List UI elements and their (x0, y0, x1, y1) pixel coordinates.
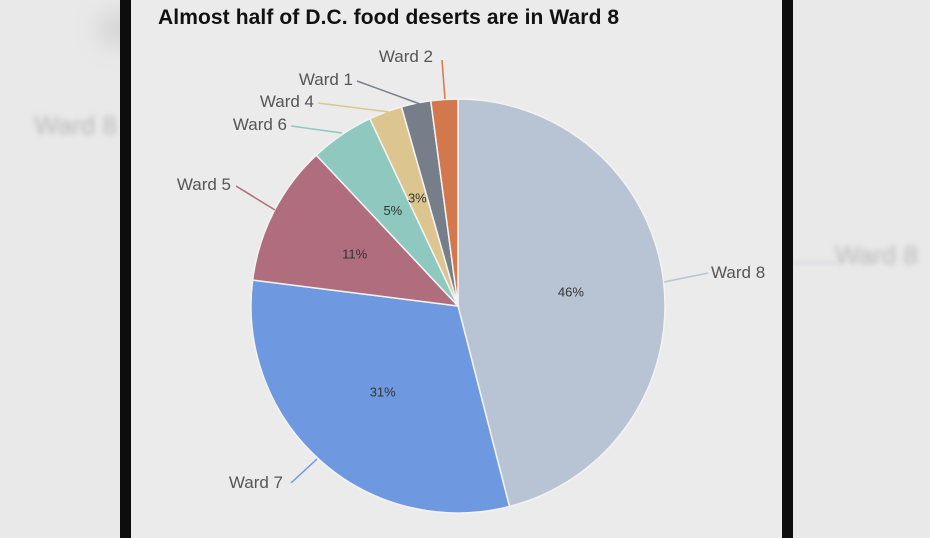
leader-line-ward-7 (290, 458, 318, 484)
leader-line-ward-2 (441, 59, 446, 100)
leader-line-ward-8 (663, 272, 709, 283)
chart-card: Almost half of D.C. food deserts are in … (131, 0, 782, 538)
pie-slice-ward-7 (250, 279, 511, 514)
percent-label-ward-8: 46% (558, 285, 584, 300)
slice-label-ward-2: Ward 2 (379, 47, 433, 66)
leader-line-ward-5 (235, 185, 276, 211)
slice-label-ward-4: Ward 4 (260, 92, 314, 111)
chart-title: Almost half of D.C. food deserts are in … (158, 6, 620, 29)
slice-label-ward-1: Ward 1 (299, 70, 353, 89)
pie-slice-ward-2 (429, 98, 459, 307)
leader-line-ward-4 (317, 102, 390, 113)
slice-label-ward-7: Ward 7 (229, 473, 283, 492)
blurred-ward-label-left: Ward 8 (34, 110, 117, 140)
left-frame-bar (120, 0, 131, 538)
blurred-leader-line (792, 262, 836, 264)
pie-chart: 46% 31% 11% 5% 3% Ward 8 Ward 7 Ward 5 Ward 6 War… (177, 47, 765, 514)
percent-label-ward-7: 31% (370, 384, 396, 399)
percent-label-ward-4: 3% (408, 190, 427, 205)
blurred-ward-label-right: Ward 8 (835, 240, 918, 270)
percent-label-ward-5: 11% (342, 246, 367, 261)
leader-line-ward-6 (290, 125, 343, 134)
percent-label-ward-6: 5% (383, 203, 402, 218)
pie-slice-ward-5 (251, 154, 460, 308)
right-frame-bar (782, 0, 793, 538)
leader-line-ward-1 (356, 80, 421, 105)
slice-label-ward-5: Ward 5 (177, 175, 231, 194)
slice-label-ward-8: Ward 8 (711, 263, 765, 282)
slice-label-ward-6: Ward 6 (233, 115, 287, 134)
pie-slice-ward-8 (457, 98, 666, 508)
